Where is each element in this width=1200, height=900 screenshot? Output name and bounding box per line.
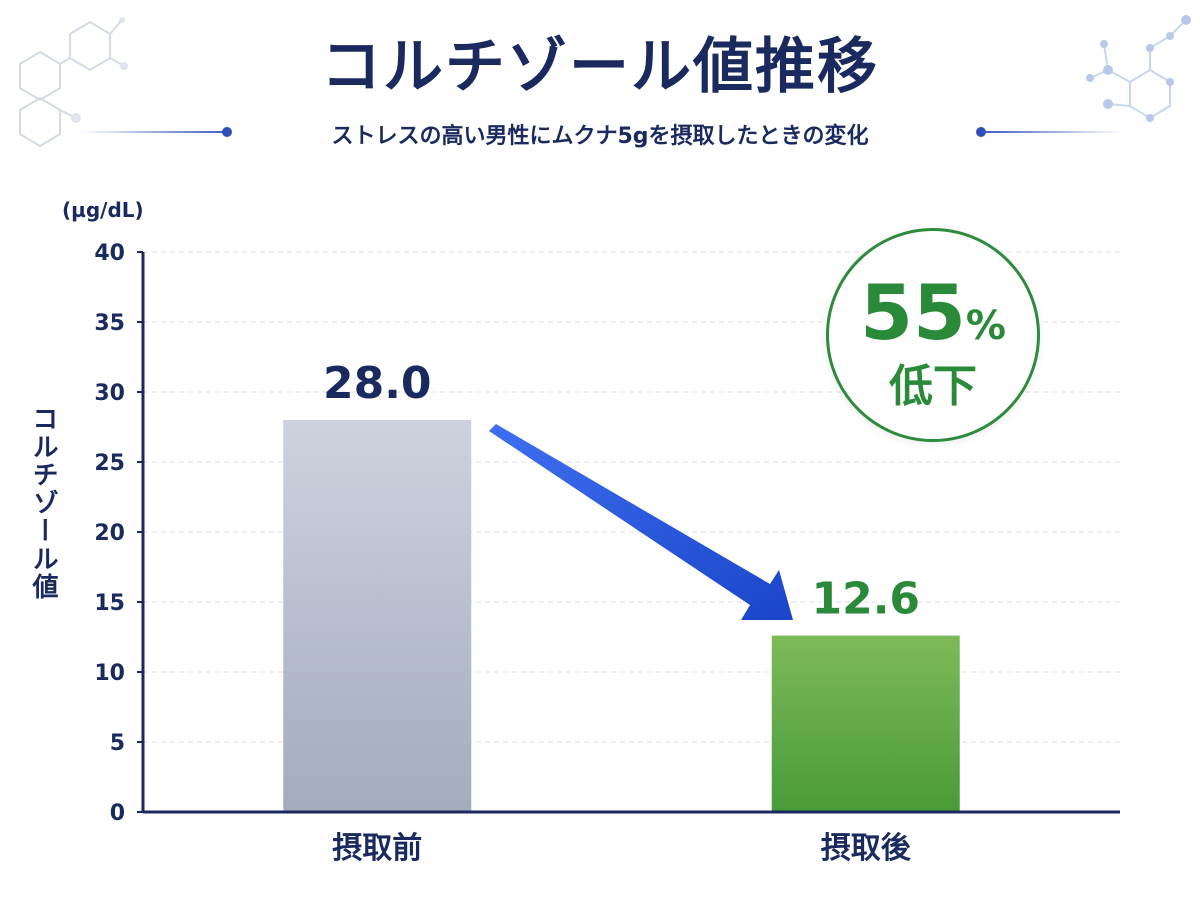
subtitle-line-right — [982, 131, 1122, 133]
subtitle-dot-right — [976, 127, 986, 137]
value-label: 12.6 — [811, 574, 920, 625]
value-label: 28.0 — [323, 358, 432, 409]
category-label: 摂取後 — [821, 831, 912, 866]
badge-text: 低下 — [889, 361, 977, 412]
molecule-decoration-left — [19, 17, 128, 148]
y-tick-label: 25 — [94, 451, 125, 476]
y-tick-label: 30 — [94, 381, 125, 406]
chart-subtitle: ストレスの高い男性にムクナ5gを摂取したときの変化 — [331, 124, 869, 149]
value-labels: 28.0 摂取前 12.6 摂取後 — [323, 358, 920, 866]
y-tick-labels: 0 5 10 15 20 25 30 35 40 — [94, 241, 125, 826]
subtitle-dot-left — [222, 127, 232, 137]
decrease-arrow — [489, 424, 793, 620]
y-tick-label: 5 — [110, 731, 125, 756]
badge-number: 55 — [860, 268, 966, 357]
bars — [283, 420, 960, 812]
y-axis-label: コルチゾール値 — [28, 405, 58, 601]
chart-title: コルチゾール値推移 — [321, 32, 879, 102]
y-tick-label: 0 — [110, 801, 125, 826]
bar-after — [771, 635, 960, 812]
y-tick-label: 10 — [94, 661, 125, 686]
y-axis-unit: (µg/dL) — [62, 198, 144, 222]
badge-percentage: 55% — [829, 271, 1037, 368]
y-tick-label: 15 — [94, 591, 125, 616]
y-tick-label: 35 — [94, 311, 125, 336]
badge-percent-sign: % — [965, 303, 1006, 349]
subtitle-line-left — [80, 131, 228, 133]
bar-before — [283, 420, 472, 812]
reduction-badge: 55% 低下 — [826, 228, 1040, 442]
molecule-decoration-right — [1086, 15, 1191, 122]
y-tick-label: 20 — [94, 521, 125, 546]
axes — [137, 251, 1120, 814]
category-label: 摂取前 — [332, 831, 422, 866]
y-tick-label: 40 — [94, 241, 125, 266]
subtitle-row: ストレスの高い男性にムクナ5gを摂取したときの変化 — [0, 112, 1200, 152]
